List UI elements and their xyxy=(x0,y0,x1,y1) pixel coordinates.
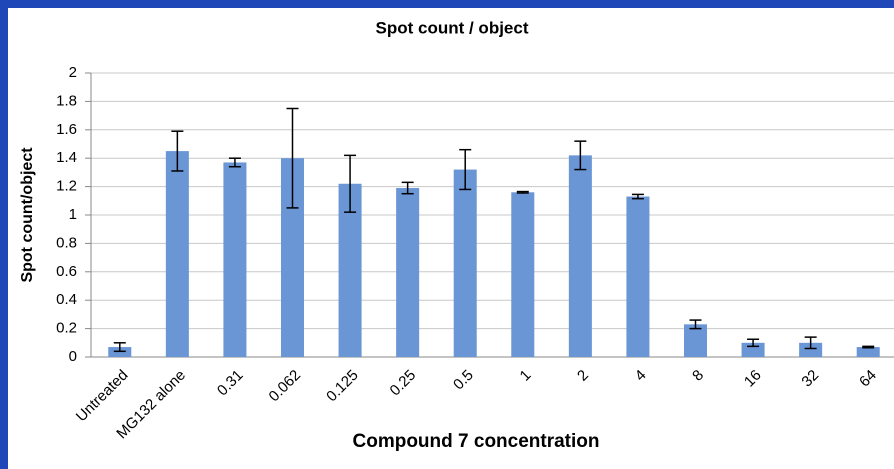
x-tick-label: 32 xyxy=(798,367,822,391)
y-tick-label: 1 xyxy=(69,206,77,223)
x-tick-label: 8 xyxy=(689,367,707,385)
chart-title: Spot count / object xyxy=(376,18,529,37)
bar xyxy=(511,192,535,357)
y-tick-label: 0.2 xyxy=(56,320,77,337)
x-tick-label: 4 xyxy=(632,367,650,385)
bar xyxy=(568,155,592,357)
x-tick-label: 2 xyxy=(574,367,592,385)
y-tick-label: 0 xyxy=(69,348,77,365)
y-tick-label: 0.8 xyxy=(56,234,77,251)
error-bar xyxy=(344,154,357,213)
x-tick-label: 1 xyxy=(516,367,534,385)
error-bar xyxy=(689,319,702,330)
x-axis-label: Compound 7 concentration xyxy=(353,431,600,452)
y-tick-label: 0.4 xyxy=(56,291,77,308)
bar xyxy=(799,342,823,357)
error-bar xyxy=(574,140,587,171)
y-tick-label: 1.8 xyxy=(56,92,77,109)
x-tick-label: Untreated xyxy=(73,367,132,426)
y-tick-label: 1.2 xyxy=(56,178,77,195)
y-tick-label: 1.6 xyxy=(56,121,77,138)
error-bar xyxy=(747,338,760,348)
bar xyxy=(223,162,247,357)
y-axis-label: Spot count/object xyxy=(19,147,36,283)
x-tick-label: 64 xyxy=(856,367,880,391)
bar xyxy=(453,169,477,357)
bar xyxy=(683,324,708,357)
x-tick-label: 0.062 xyxy=(266,367,305,406)
y-tick-label: 2 xyxy=(69,64,77,81)
bar xyxy=(856,347,880,357)
error-bar xyxy=(286,107,299,209)
bar xyxy=(338,183,362,357)
bar xyxy=(396,188,420,357)
x-tick-label: 0.125 xyxy=(323,367,362,406)
error-bar xyxy=(228,157,241,168)
error-bar xyxy=(516,190,529,194)
x-tick-label: 0.5 xyxy=(450,367,477,394)
y-tick-label: 1.4 xyxy=(56,149,77,166)
error-bar xyxy=(401,181,414,195)
x-tick-label: 0.25 xyxy=(387,367,420,400)
bar xyxy=(165,151,189,357)
x-tick-label: 0.31 xyxy=(214,367,247,400)
bar xyxy=(626,196,650,357)
error-bar xyxy=(631,193,644,200)
error-bar xyxy=(459,148,472,191)
error-bar xyxy=(804,336,817,350)
error-bar xyxy=(862,345,875,349)
y-tick-label: 0.6 xyxy=(56,263,77,280)
x-tick-label: 16 xyxy=(741,367,765,391)
error-bar xyxy=(171,130,184,172)
error-bar xyxy=(113,342,126,353)
